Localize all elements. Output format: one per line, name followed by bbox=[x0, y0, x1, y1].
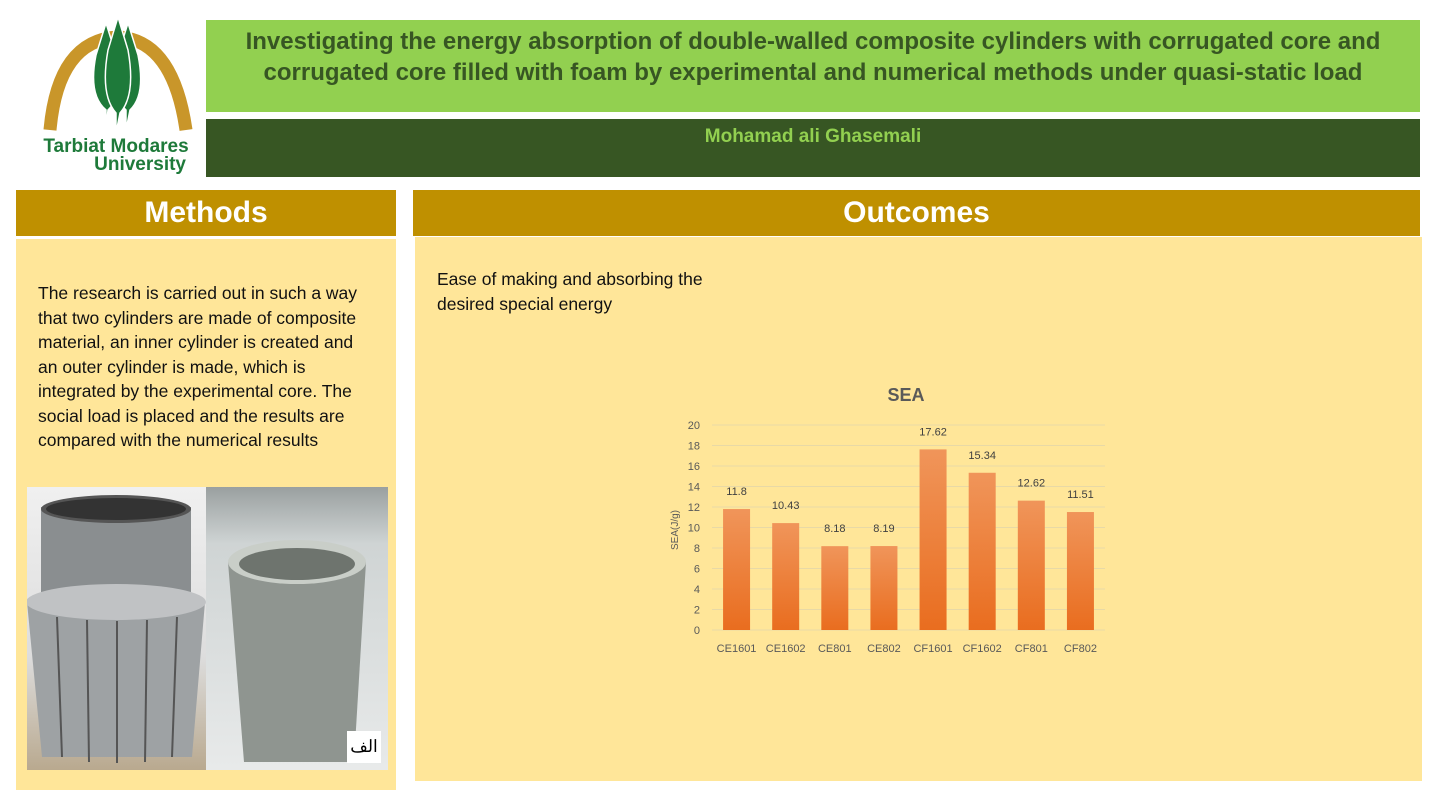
methods-heading: Methods bbox=[16, 190, 396, 236]
x-tick-label: CE801 bbox=[818, 643, 852, 655]
bar-CF802 bbox=[1066, 512, 1094, 630]
bar-CF801 bbox=[1017, 500, 1045, 630]
x-tick-label: CF1601 bbox=[913, 643, 952, 655]
y-tick-label: 12 bbox=[688, 502, 700, 514]
data-label: 8.18 bbox=[824, 523, 845, 535]
cylinder-photo-core bbox=[206, 487, 388, 770]
cylinder-photo-assembled bbox=[26, 487, 206, 770]
x-tick-label: CF801 bbox=[1015, 643, 1048, 655]
data-label: 12.62 bbox=[1018, 478, 1046, 490]
svg-text:Tarbiat Modares: Tarbiat Modares bbox=[43, 136, 188, 157]
photo-label: الف bbox=[347, 731, 381, 763]
y-tick-label: 20 bbox=[688, 420, 700, 432]
y-tick-label: 8 bbox=[694, 543, 700, 555]
y-tick-label: 16 bbox=[688, 461, 700, 473]
bar-CE1602 bbox=[772, 523, 800, 630]
outcomes-heading: Outcomes bbox=[413, 190, 1420, 236]
svg-text:University: University bbox=[94, 154, 186, 175]
university-logo: Tarbiat Modares University bbox=[38, 14, 198, 175]
bar-CF1602 bbox=[968, 472, 996, 630]
x-tick-label: CE1602 bbox=[766, 643, 806, 655]
data-label: 11.51 bbox=[1067, 489, 1094, 501]
y-tick-label: 2 bbox=[694, 605, 700, 617]
outcomes-text: Ease of making and absorbing the desired… bbox=[437, 269, 703, 314]
y-axis-label: SEA(J/g) bbox=[670, 510, 681, 550]
bar-CE1601 bbox=[723, 509, 751, 630]
data-label: 8.19 bbox=[873, 523, 894, 535]
x-tick-label: CE1601 bbox=[717, 643, 757, 655]
data-label: 15.34 bbox=[968, 450, 996, 462]
poster-title: Investigating the energy absorption of d… bbox=[206, 20, 1420, 112]
y-tick-label: 10 bbox=[688, 523, 700, 535]
bar-CE801 bbox=[821, 546, 849, 630]
data-label: 17.62 bbox=[919, 426, 947, 438]
y-tick-label: 18 bbox=[688, 441, 700, 453]
author-name: Mohamad ali Ghasemali bbox=[206, 119, 1420, 177]
x-tick-label: CF802 bbox=[1064, 643, 1097, 655]
y-tick-label: 14 bbox=[688, 482, 700, 494]
y-tick-label: 4 bbox=[694, 584, 700, 596]
y-tick-label: 6 bbox=[694, 564, 700, 576]
bar-CE802 bbox=[870, 546, 898, 630]
x-tick-label: CF1602 bbox=[963, 643, 1002, 655]
outcomes-panel bbox=[415, 237, 1422, 781]
methods-text: The research is carried out in such a wa… bbox=[38, 283, 358, 450]
sea-bar-chart: SEA SEA(J/g) 0 2 4 6 8 10 12 14 16 18 20 11.8 CE1601… bbox=[670, 385, 1105, 655]
data-label: 10.43 bbox=[772, 500, 800, 512]
chart-title: SEA bbox=[887, 385, 924, 405]
data-label: 11.8 bbox=[726, 486, 747, 498]
x-tick-label: CE802 bbox=[867, 643, 901, 655]
bar-CF1601 bbox=[919, 449, 947, 630]
y-tick-label: 0 bbox=[694, 625, 700, 637]
